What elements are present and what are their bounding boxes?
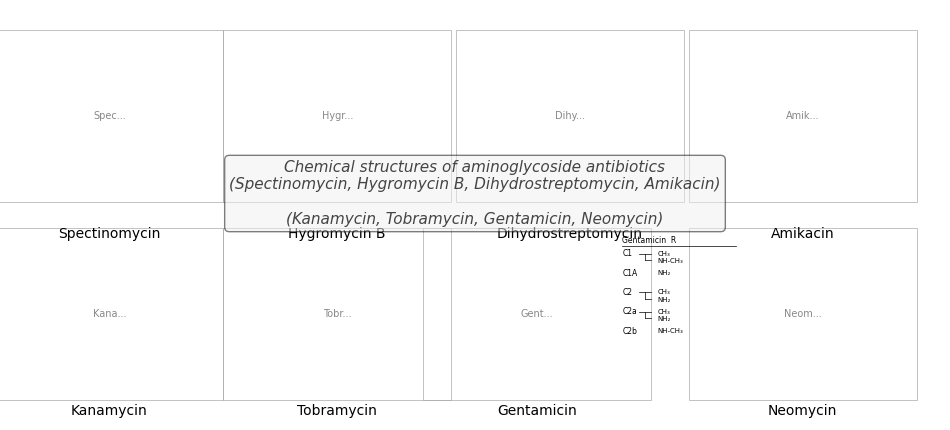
Text: Gentamicin  R: Gentamicin R <box>622 237 676 245</box>
Bar <box>423 228 651 400</box>
Bar <box>456 30 684 202</box>
Text: NH₂: NH₂ <box>657 297 671 303</box>
Text: Dihy...: Dihy... <box>555 111 585 121</box>
Text: Spec...: Spec... <box>93 111 125 121</box>
Bar <box>223 30 451 202</box>
Text: NH₂: NH₂ <box>657 316 671 322</box>
Text: C2: C2 <box>622 288 633 297</box>
Text: Chemical structures of aminoglycoside antibiotics
(Spectinomycin, Hygromycin B, : Chemical structures of aminoglycoside an… <box>229 160 721 227</box>
Bar <box>689 228 917 400</box>
Text: C2a: C2a <box>622 307 637 316</box>
Text: Spectinomycin: Spectinomycin <box>58 227 161 241</box>
Text: NH₂: NH₂ <box>657 270 671 276</box>
Text: CH₃: CH₃ <box>657 251 670 257</box>
Text: Amikacin: Amikacin <box>771 227 834 241</box>
Text: C1: C1 <box>622 249 633 258</box>
Text: Tobr...: Tobr... <box>323 309 352 319</box>
Text: Neom...: Neom... <box>784 309 822 319</box>
Text: NH-CH₃: NH-CH₃ <box>657 258 683 264</box>
Text: Neomycin: Neomycin <box>768 404 838 418</box>
Bar <box>0 228 223 400</box>
Bar <box>0 30 223 202</box>
Text: Hygr...: Hygr... <box>321 111 353 121</box>
Text: CH₃: CH₃ <box>657 289 670 295</box>
Text: Kanamycin: Kanamycin <box>71 404 147 418</box>
Text: Tobramycin: Tobramycin <box>297 404 377 418</box>
Text: Kana...: Kana... <box>92 309 126 319</box>
Text: CH₃: CH₃ <box>657 309 670 315</box>
Text: C2b: C2b <box>622 327 637 335</box>
Bar <box>689 30 917 202</box>
Bar <box>223 228 451 400</box>
Text: Gent...: Gent... <box>521 309 553 319</box>
Text: C1A: C1A <box>622 269 637 277</box>
Text: Amik...: Amik... <box>786 111 820 121</box>
Text: NH-CH₃: NH-CH₃ <box>657 328 683 334</box>
Text: Hygromycin B: Hygromycin B <box>289 227 386 241</box>
Text: Gentamicin: Gentamicin <box>497 404 577 418</box>
Text: Dihydrostreptomycin: Dihydrostreptomycin <box>497 227 643 241</box>
